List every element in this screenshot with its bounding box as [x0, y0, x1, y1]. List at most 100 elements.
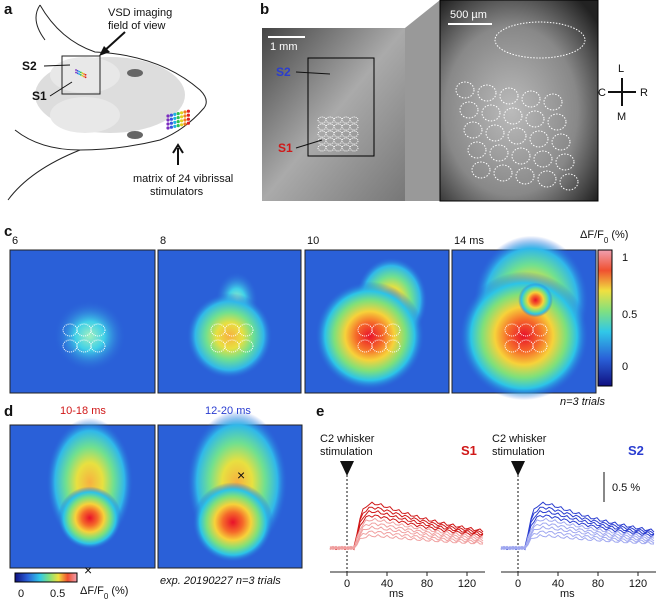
stimulator-label: stimulators	[150, 186, 204, 198]
dot	[183, 110, 187, 114]
barrel	[90, 339, 106, 353]
colorbar-title: ΔF/F0 (%)	[580, 229, 628, 245]
barrel	[459, 101, 479, 119]
barrel	[532, 323, 548, 337]
x-tick-label: 120	[458, 578, 476, 590]
window-label: 10-18 ms	[60, 405, 106, 417]
barrel	[529, 130, 549, 148]
dot	[176, 124, 180, 128]
dot	[84, 73, 87, 76]
note: n=3 trials	[560, 396, 605, 408]
dot	[83, 75, 85, 78]
panel-label: c	[4, 223, 12, 240]
x-axis-label: ms	[389, 588, 404, 600]
trace	[500, 522, 655, 551]
arrow	[172, 143, 184, 165]
x-tick-label: 80	[592, 578, 604, 590]
panel-e: e C2 whisker stimulation C2 whisker stim…	[316, 403, 656, 600]
barrel	[471, 161, 491, 179]
dot	[169, 113, 173, 117]
dot	[176, 116, 180, 120]
barrel	[349, 116, 359, 124]
dot	[180, 123, 184, 127]
dot	[79, 74, 82, 76]
dot	[173, 116, 177, 120]
scale-label: 1 mm	[270, 41, 298, 53]
hemisphere	[50, 97, 120, 133]
barrel	[499, 87, 519, 105]
dot	[166, 126, 170, 130]
barrel	[543, 93, 563, 111]
dot	[75, 71, 77, 74]
marker: ×	[84, 562, 92, 578]
barrel	[481, 104, 501, 122]
barrel	[463, 121, 483, 139]
trace	[329, 525, 484, 550]
barrel	[533, 150, 553, 168]
x-tick-label: 0	[344, 578, 350, 590]
barrel	[385, 323, 401, 337]
fov-box	[61, 55, 101, 95]
frames	[9, 235, 597, 401]
barrel	[493, 164, 513, 182]
colorbar	[14, 572, 78, 583]
barrel	[477, 84, 497, 102]
stimulus-label: stimulation	[320, 446, 373, 458]
trace	[329, 522, 484, 551]
panel-label: e	[316, 403, 324, 420]
barrel	[537, 170, 557, 188]
barrel	[385, 339, 401, 353]
barrel	[525, 110, 545, 128]
dot	[169, 117, 173, 121]
x-tick-label: 40	[552, 578, 564, 590]
compass	[608, 78, 636, 106]
dot	[169, 125, 173, 129]
colorbar-title-part: ΔF/F	[580, 229, 604, 241]
area-label: S1	[32, 89, 47, 103]
barrel	[503, 107, 523, 125]
stimulus-label: C2 whisker	[320, 433, 375, 445]
colorbar-tick: 1	[622, 252, 628, 264]
arrow	[340, 461, 354, 476]
dot	[79, 71, 82, 74]
barrel	[555, 153, 575, 171]
barrel	[349, 137, 359, 145]
dot	[186, 109, 190, 113]
colorbar-title-part: (%)	[608, 229, 628, 241]
eye	[127, 69, 143, 77]
dot	[76, 72, 79, 75]
compass-label: R	[640, 87, 648, 99]
colorbar-tick: 0	[622, 361, 628, 373]
barrel	[485, 124, 505, 142]
dot	[166, 122, 170, 126]
zoom-connector	[405, 0, 440, 201]
barrel	[547, 113, 567, 131]
colorbar-tick: 0	[18, 588, 24, 600]
fov-label: field of view	[108, 20, 166, 32]
frame-label: 6	[12, 235, 18, 247]
area-label: S1	[278, 141, 293, 155]
dot	[166, 118, 170, 122]
dot	[166, 114, 170, 118]
trace	[500, 533, 654, 550]
dot	[75, 69, 77, 71]
trace	[329, 533, 483, 550]
stimulus-label: C2 whisker	[492, 433, 547, 445]
colorbar-tick: 0.5	[622, 309, 637, 321]
area-label: S1	[461, 443, 477, 458]
dot	[183, 118, 187, 122]
barrel	[455, 81, 475, 99]
x-tick-label: 0	[515, 578, 521, 590]
frames	[9, 410, 303, 569]
barrel	[551, 133, 571, 151]
frame-label: 14 ms	[454, 235, 484, 247]
zoom-image	[439, 0, 599, 202]
dot	[186, 113, 190, 117]
frame-label: 10	[307, 235, 319, 247]
barrel	[467, 141, 487, 159]
dot	[78, 73, 81, 75]
dot	[186, 121, 190, 125]
dot	[173, 124, 177, 128]
eye	[127, 131, 143, 139]
barrel	[507, 127, 527, 145]
